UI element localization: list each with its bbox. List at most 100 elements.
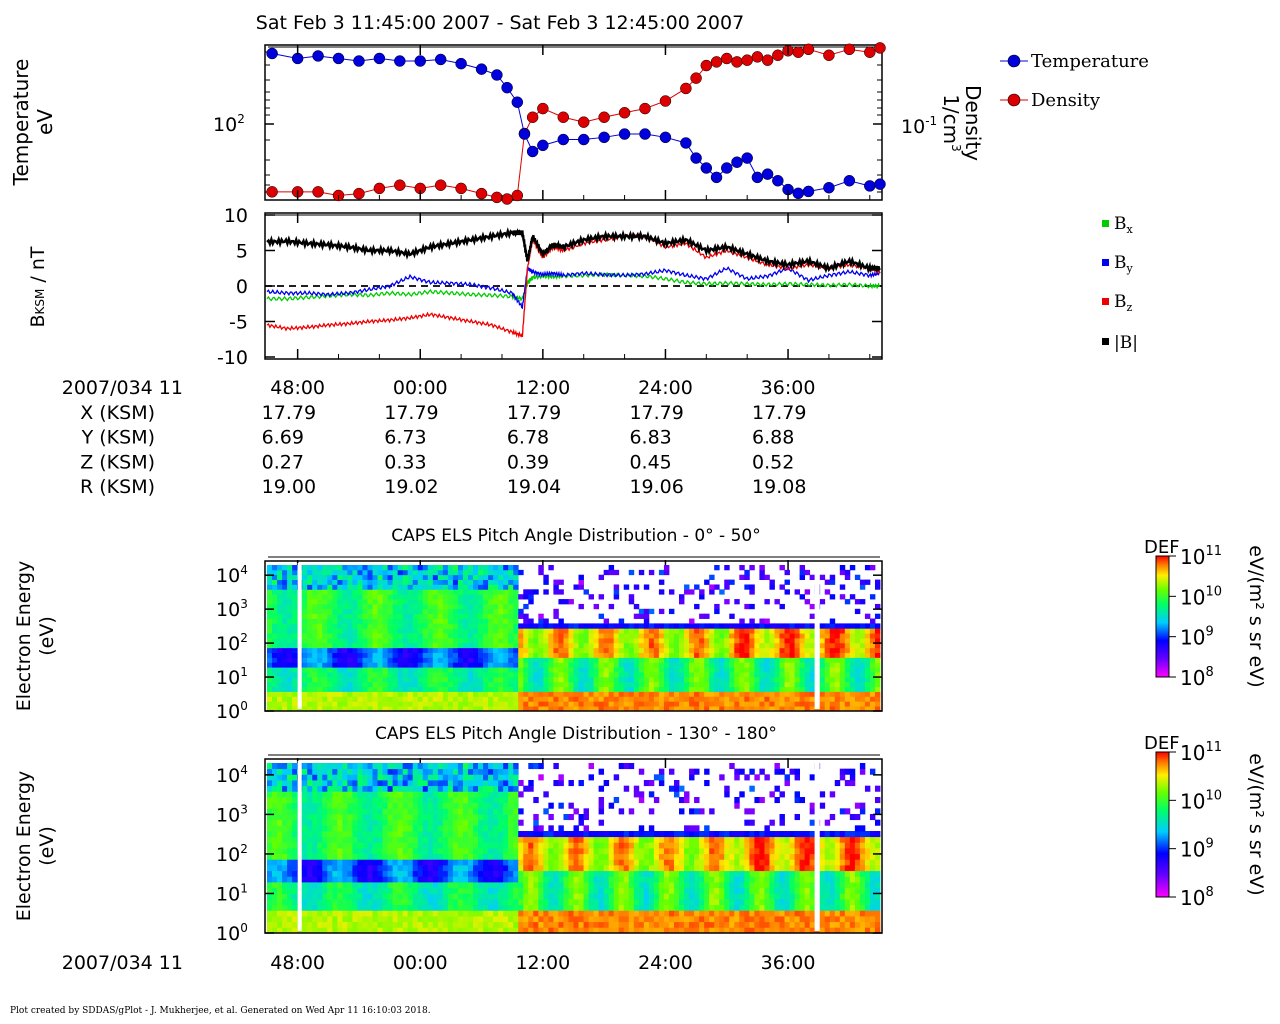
- spectrogram-cell: [367, 768, 373, 775]
- spectrogram-cell: [282, 667, 288, 673]
- spectrogram-cell: [462, 618, 469, 624]
- spectrogram-cell: [744, 701, 750, 707]
- spectrogram-cell: [302, 910, 308, 917]
- spectrogram-cell: [287, 814, 293, 821]
- spectrogram-cell: [342, 899, 348, 906]
- spectrogram-cell: [739, 662, 745, 668]
- spectrogram-cell: [593, 638, 600, 644]
- spectrogram-cell: [437, 802, 444, 809]
- spectrogram-cell: [367, 797, 373, 804]
- spectrogram-cell: [553, 672, 559, 678]
- spectrogram-cell: [739, 701, 745, 707]
- spectrogram-cell: [513, 638, 519, 644]
- spectrogram-cell: [493, 910, 499, 917]
- spectrogram-cell: [302, 870, 308, 877]
- spectrogram-cell: [407, 887, 414, 894]
- spectrogram-cell: [422, 672, 429, 678]
- spectrogram-cell: [538, 836, 544, 843]
- spectrogram-cell: [337, 910, 343, 917]
- spectrogram-cell: [538, 628, 544, 634]
- spectrogram-cell: [679, 657, 685, 663]
- spectrogram-cell: [538, 662, 544, 668]
- spectrogram-cell: [759, 696, 765, 702]
- spectrogram-cell: [287, 870, 293, 877]
- spectrogram-cell: [724, 584, 730, 590]
- temperature-point: [434, 53, 447, 66]
- spectrogram-cell: [598, 652, 605, 658]
- spectrogram-cell: [854, 642, 861, 649]
- spectrogram-cell: [548, 853, 554, 860]
- spectrogram-cell: [282, 691, 288, 697]
- spectrogram-cell: [387, 594, 394, 600]
- spectrogram-cell: [302, 594, 308, 600]
- spectrogram-cell: [432, 628, 439, 634]
- spectrogram-cell: [307, 763, 313, 770]
- spectrogram-cell: [784, 638, 790, 644]
- spectrogram-cell: [789, 652, 795, 658]
- panel2-ytick-label: 10: [224, 205, 248, 227]
- spectrogram-cell: [447, 584, 454, 590]
- spectrogram-cell: [684, 691, 690, 697]
- plot-title: Sat Feb 3 11:45:00 2007 - Sat Feb 3 12:4…: [256, 12, 744, 34]
- spectrogram-cell: [819, 638, 826, 644]
- spectrogram-cell: [829, 638, 836, 644]
- spectrogram-cell: [638, 638, 645, 644]
- spectrogram-cell: [292, 893, 298, 900]
- spectrogram-cell: [573, 657, 579, 663]
- spectrogram-cell: [362, 701, 368, 707]
- spectrogram-cell: [462, 584, 469, 590]
- spectrogram-cell: [462, 579, 469, 585]
- spectrogram-cell: [447, 623, 454, 629]
- spectrogram-cell: [543, 657, 549, 663]
- spectrogram-cell: [568, 921, 574, 928]
- spectrogram-cell: [483, 638, 489, 644]
- spectrogram-cell: [377, 647, 383, 653]
- spectrogram-cell: [367, 819, 373, 826]
- spectrogram-cell: [372, 819, 378, 826]
- spectrogram-cell: [312, 638, 318, 644]
- spectrogram-cell: [483, 618, 489, 624]
- density-point: [690, 72, 702, 84]
- spectrogram-cell: [427, 910, 434, 917]
- spectrogram-cell: [352, 686, 358, 692]
- spectrogram-cell: [427, 882, 434, 889]
- spectrogram-cell: [397, 853, 404, 860]
- spectrogram-cell: [272, 910, 278, 917]
- spectrogram-cell: [372, 825, 378, 832]
- spectrogram-cell: [442, 584, 449, 590]
- spectrogram-cell: [307, 584, 313, 590]
- spectrogram-cell: [452, 876, 459, 883]
- spectrogram-cell: [533, 904, 539, 911]
- spectrogram-cell: [473, 584, 479, 590]
- spectrogram-cell: [508, 676, 514, 683]
- spectrogram-cell: [483, 825, 489, 832]
- spectrogram-cell: [282, 927, 288, 934]
- spectrogram-cell: [668, 681, 675, 688]
- spectrogram-cell: [397, 647, 404, 653]
- spectrogram-cell: [387, 579, 394, 585]
- spectrogram-cell: [442, 876, 449, 883]
- spectrogram-cell: [598, 672, 605, 678]
- spectrogram-cell: [402, 647, 409, 653]
- spectrogram-cell: [382, 652, 388, 658]
- spectrogram-cell: [407, 865, 414, 872]
- spectrogram-cell: [553, 887, 559, 894]
- spectrogram-cell: [347, 652, 353, 658]
- spectrogram-cell: [317, 797, 323, 804]
- density-point: [772, 49, 784, 62]
- spectrogram-cell: [518, 859, 524, 866]
- spectrogram-cell: [824, 701, 831, 707]
- spectrogram-cell: [287, 910, 293, 917]
- spectrogram-cell: [267, 780, 273, 787]
- spectrogram-cell: [864, 667, 871, 673]
- spectrogram-cell: [367, 686, 373, 692]
- spectrogram-cell: [457, 613, 464, 619]
- spectrogram-cell: [764, 701, 770, 707]
- spectrogram-cell: [287, 825, 293, 832]
- spectrogram-cell: [282, 584, 288, 590]
- spectrogram-cell: [362, 842, 368, 849]
- spectrogram-cell: [302, 667, 308, 673]
- spectrogram-cell: [874, 662, 881, 668]
- spectrogram-cell: [483, 662, 489, 668]
- temperature-point: [312, 50, 324, 62]
